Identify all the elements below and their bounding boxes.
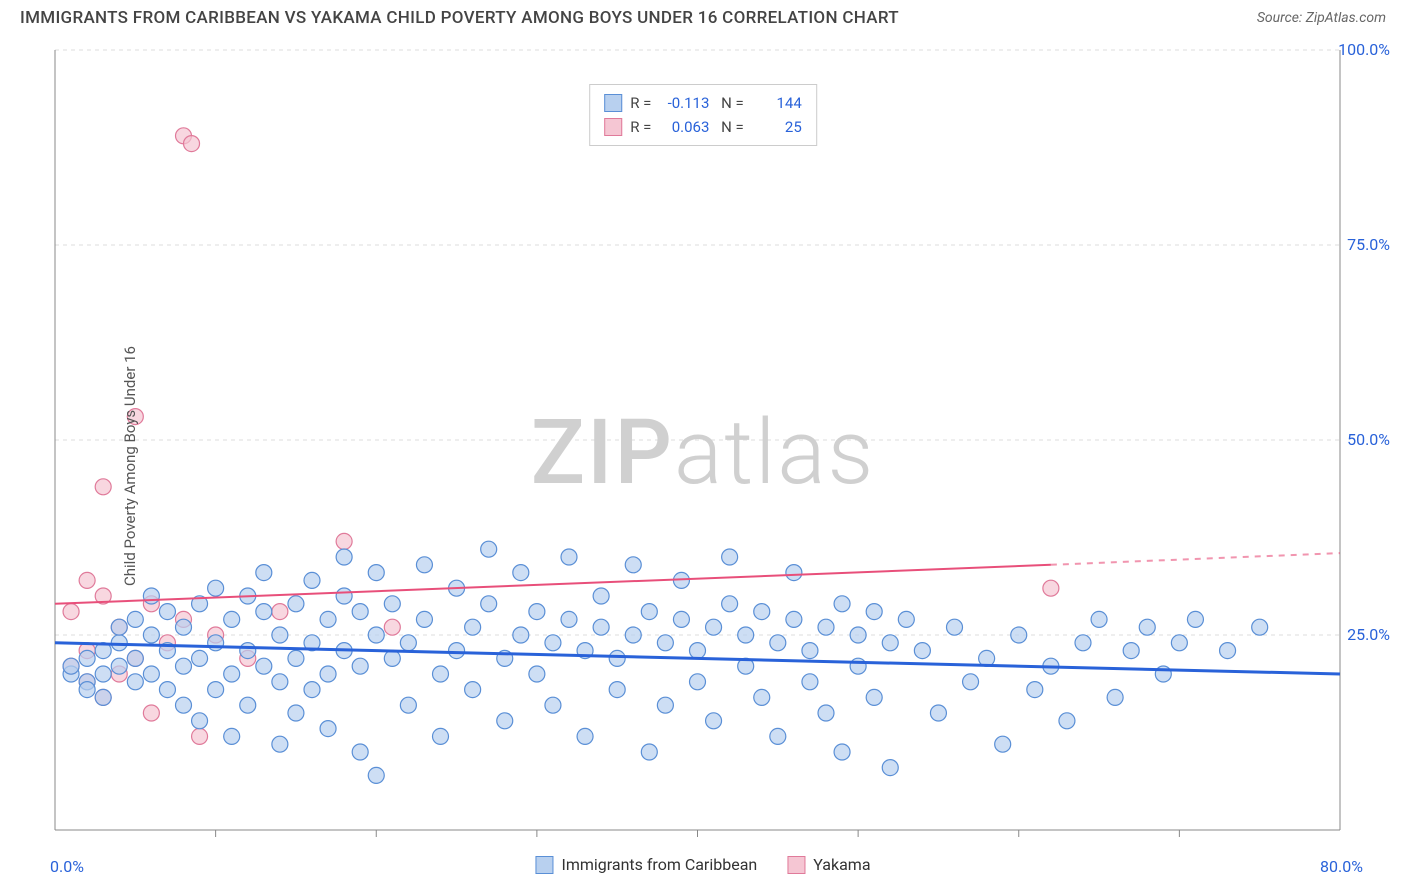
legend-label-yakama: Yakama <box>813 855 870 874</box>
n-value-0: 144 <box>752 91 802 115</box>
series-legend: Immigrants from Caribbean Yakama <box>535 855 870 874</box>
svg-text:100.0%: 100.0% <box>1338 40 1390 59</box>
x-axis-max-label: 80.0% <box>1320 857 1363 876</box>
r-value-0: -0.113 <box>659 91 709 115</box>
chart-area: Child Poverty Among Boys Under 16 25.0% 5… <box>0 40 1406 892</box>
svg-text:75.0%: 75.0% <box>1347 235 1390 254</box>
r-label-0: R = <box>630 91 651 115</box>
r-value-1: 0.063 <box>659 115 709 139</box>
source-label: Source: <box>1257 10 1302 26</box>
chart-title: IMMIGRANTS FROM CARIBBEAN VS YAKAMA CHIL… <box>20 8 899 28</box>
swatch-caribbean <box>604 94 622 112</box>
source-attribution: Source: ZipAtlas.com <box>1257 10 1386 26</box>
source-name: ZipAtlas.com <box>1306 10 1386 26</box>
legend-item-caribbean: Immigrants from Caribbean <box>535 855 757 874</box>
legend-item-yakama: Yakama <box>787 855 870 874</box>
swatch-yakama <box>604 118 622 136</box>
n-label-0: N = <box>717 91 743 115</box>
r-label-1: R = <box>630 115 651 139</box>
svg-text:50.0%: 50.0% <box>1347 430 1390 449</box>
svg-text:25.0%: 25.0% <box>1347 625 1390 644</box>
legend-swatch-yakama <box>787 856 805 874</box>
correlation-legend: R = -0.113 N = 144 R = 0.063 N = 25 <box>589 84 817 146</box>
n-label-1: N = <box>717 115 743 139</box>
legend-row-caribbean: R = -0.113 N = 144 <box>604 91 802 115</box>
chart-header: IMMIGRANTS FROM CARIBBEAN VS YAKAMA CHIL… <box>0 0 1406 32</box>
legend-label-caribbean: Immigrants from Caribbean <box>561 855 757 874</box>
legend-swatch-caribbean <box>535 856 553 874</box>
x-axis-min-label: 0.0% <box>50 857 84 876</box>
legend-row-yakama: R = 0.063 N = 25 <box>604 115 802 139</box>
n-value-1: 25 <box>752 115 802 139</box>
scatter-plot-svg: 25.0% 50.0% 75.0% 100.0% <box>0 40 1406 892</box>
y-axis-label: Child Poverty Among Boys Under 16 <box>121 346 139 586</box>
